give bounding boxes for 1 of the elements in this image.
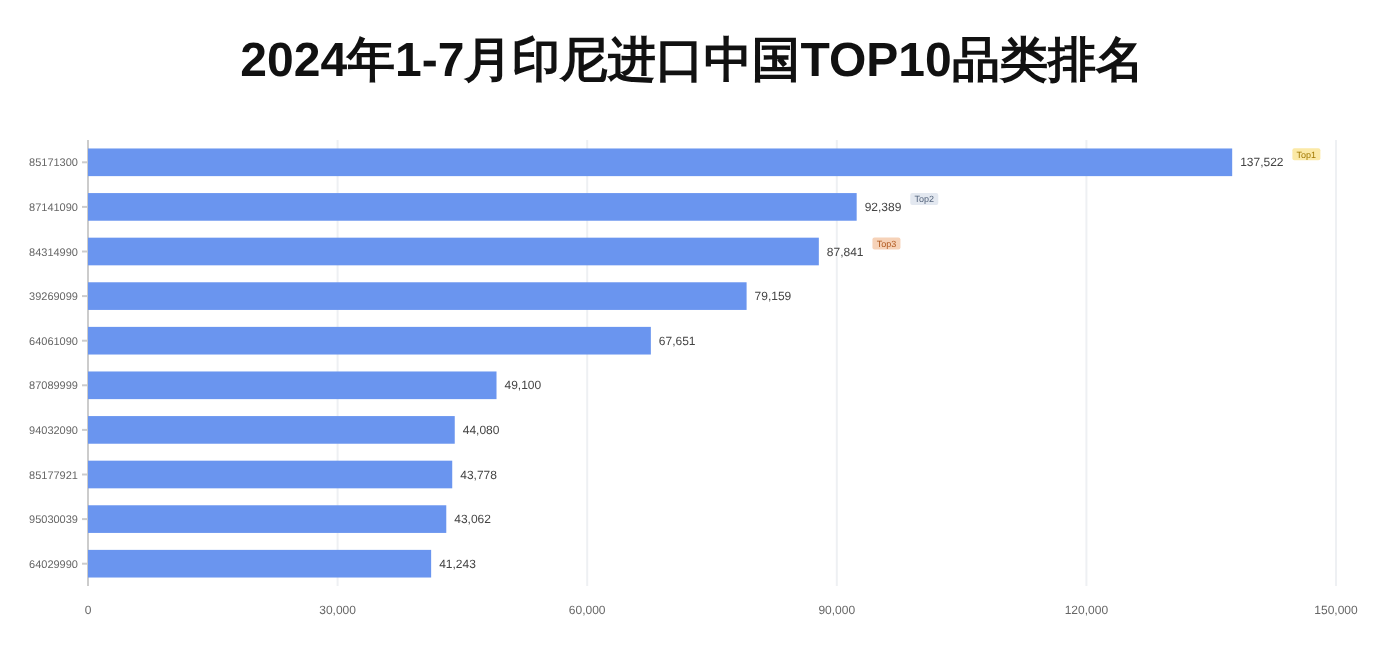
chart-title: 2024年1-7月印尼进口中国TOP10品类排名 [240,34,1144,88]
